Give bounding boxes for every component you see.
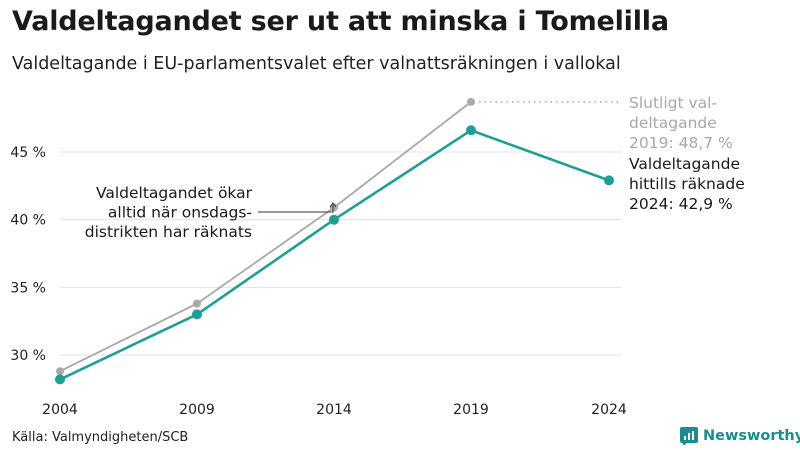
final-turnout-label: Slutligt val-	[629, 94, 717, 112]
annotation-note: Valdeltagandet ökar	[96, 184, 253, 202]
data-point-preliminary-2014	[329, 214, 339, 225]
y-tick-label: 45 %	[10, 145, 46, 161]
final-turnout-label: deltagande	[629, 114, 717, 132]
x-tick-label: 2014	[316, 402, 352, 418]
brand-logo: Newsworthy	[680, 427, 800, 445]
newsworthy-logo-icon	[680, 427, 698, 445]
data-point-preliminary-2009	[192, 309, 202, 320]
y-tick-label: 30 %	[10, 348, 46, 364]
line-chart: 30 % 35 % 40 % 45 % 2004 2009 2014 2019 2024 Slut…	[10, 94, 745, 418]
data-point-final-2014	[330, 203, 338, 212]
annotation-note: distrikten har räknats	[85, 223, 252, 241]
chart-title: Valdeltagandet ser ut att minska i Tomel…	[12, 6, 669, 37]
annotation-arrow	[258, 205, 334, 213]
y-tick-label: 35 %	[10, 280, 46, 296]
x-tick-label: 2009	[179, 402, 215, 418]
preliminary-turnout-label: Valdeltagande	[629, 155, 740, 173]
preliminary-turnout-label: hittills räknade	[629, 175, 745, 193]
data-point-final-2009	[193, 299, 201, 308]
data-point-final-2019	[467, 97, 475, 106]
data-point-preliminary-2019	[466, 125, 476, 136]
chart-subtitle: Valdeltagande i EU-parlamentsvalet efter…	[12, 54, 621, 74]
x-tick-label: 2019	[453, 402, 489, 418]
data-point-final-2004	[56, 367, 64, 376]
data-point-preliminary-2004	[55, 374, 65, 385]
preliminary-turnout-label: 2024: 42,9 %	[629, 195, 733, 213]
series-line-final	[59, 101, 472, 373]
final-turnout-label: 2019: 48,7 %	[629, 134, 733, 152]
y-tick-label: 40 %	[10, 213, 46, 229]
x-tick-label: 2004	[42, 402, 78, 418]
data-point-preliminary-2024	[604, 175, 614, 186]
x-tick-label: 2024	[591, 402, 627, 418]
brand-name: Newsworthy	[703, 428, 800, 444]
series-line-preliminary	[59, 129, 610, 381]
annotation-note: alltid när onsdags-	[108, 204, 252, 222]
source-note: Källa: Valmyndigheten/SCB	[12, 430, 189, 445]
annotation-arrow-head	[329, 202, 337, 208]
